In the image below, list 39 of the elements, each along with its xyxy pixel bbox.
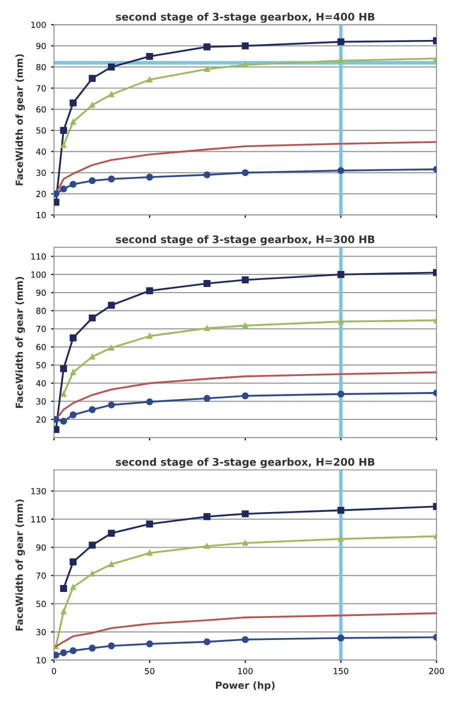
x-tick-label: 0: [52, 668, 56, 674]
y-tick-label: 80: [36, 64, 46, 70]
y-tick-label: 50: [36, 600, 46, 608]
y-tick-label: 20: [36, 190, 46, 198]
y-tick-label: 60: [36, 344, 46, 350]
y-tick-label: 90: [36, 544, 46, 551]
y-tick-label: 50: [36, 127, 46, 134]
x-tick-label: 100: [238, 668, 253, 674]
y-tick-label: 130: [31, 488, 46, 494]
x-tick-label: 50: [144, 668, 154, 674]
y-tick-label: 20: [36, 416, 46, 423]
chart-title: second stage of 3-stage gearbox, H=400 HB: [116, 12, 374, 23]
y-axis-title: FaceWidth of gear (mm): [15, 276, 25, 408]
y-tick-label: 40: [36, 148, 46, 155]
y-tick-label: 70: [36, 85, 46, 92]
y-tick-label: 30: [36, 398, 46, 405]
y-tick-label: 110: [31, 253, 46, 260]
chart-title: second stage of 3-stage gearbox, H=300 HB: [116, 235, 374, 246]
y-tick-label: 90: [36, 290, 46, 296]
y-tick-label: 60: [36, 106, 46, 113]
y-tick-label: 70: [36, 572, 46, 579]
y-tick-label: 70: [36, 326, 46, 332]
x-tick-label: 200: [429, 668, 444, 674]
y-tick-label: 90: [36, 42, 46, 50]
y-tick-label: 50: [36, 362, 46, 368]
y-tick-label: 30: [36, 628, 46, 636]
x-axis-title: Power (hp): [216, 681, 275, 691]
y-tick-label: 80: [36, 308, 46, 314]
x-tick-label: 150: [334, 668, 348, 674]
y-tick-label: 10: [36, 212, 46, 218]
y-axis-title: FaceWidth of gear (mm): [15, 54, 25, 186]
chart-title: second stage of 3-stage gearbox, H=200 HB: [116, 458, 374, 468]
y-tick-label: 100: [31, 271, 46, 278]
y-tick-label: 110: [31, 516, 46, 522]
y-tick-label: 10: [36, 657, 46, 664]
y-axis-title: FaceWidth of gear (mm): [15, 499, 25, 630]
y-tick-label: 40: [36, 380, 46, 386]
y-tick-label: 100: [31, 22, 46, 28]
y-tick-label: 30: [36, 170, 46, 176]
